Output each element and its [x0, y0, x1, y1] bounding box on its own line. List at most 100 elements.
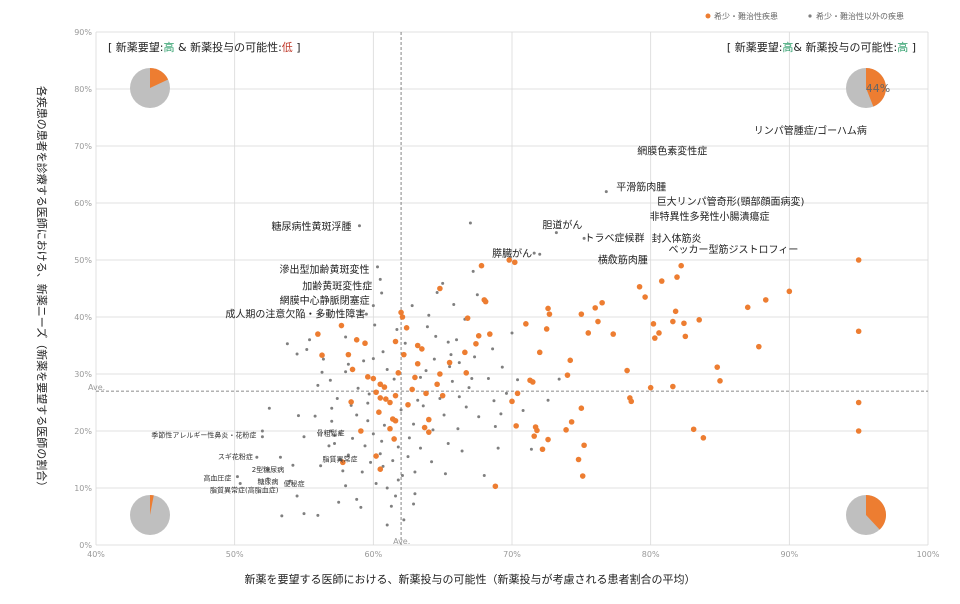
average-lines: Ave. Ave.	[88, 32, 928, 546]
data-point-rare	[391, 436, 397, 442]
data-point-other	[305, 347, 309, 351]
data-point-rare	[714, 364, 721, 370]
data-point-other	[532, 251, 536, 255]
data-point-rare	[389, 416, 396, 422]
data-point-other	[267, 406, 271, 410]
data-point-rare	[437, 371, 443, 377]
data-point-other	[260, 435, 264, 439]
grid-lines	[95, 31, 929, 546]
data-point-other	[278, 455, 282, 459]
data-point-rare	[377, 466, 384, 472]
y-tick-label: 70%	[74, 142, 92, 151]
data-point-other	[285, 342, 289, 346]
x-tick-label: 100%	[917, 550, 940, 559]
point-label: 封入体筋炎	[652, 232, 702, 245]
data-point-other	[255, 455, 259, 459]
data-point-other	[399, 408, 403, 412]
data-point-other	[302, 512, 306, 516]
data-point-rare	[563, 427, 569, 433]
data-point-other	[320, 370, 324, 374]
data-point-rare	[624, 367, 630, 374]
point-label: 巨大リンパ管奇形(頸部顔面病変)	[657, 195, 805, 208]
need-high-text: 高	[782, 40, 793, 54]
data-point-other	[380, 439, 384, 443]
data-point-other	[391, 459, 395, 463]
data-point-rare	[855, 328, 862, 335]
data-point-other	[374, 481, 378, 485]
data-point-rare	[358, 428, 364, 434]
quadrant-title-top-left: [ 新薬要望:高 & 新薬投与の可能性:低 ]	[108, 40, 301, 54]
data-point-rare	[462, 349, 468, 356]
average-label-y: Ave.	[88, 383, 105, 392]
data-point-rare	[398, 309, 404, 316]
data-point-rare	[579, 473, 586, 479]
data-point-rare	[592, 305, 598, 311]
data-point-other	[403, 341, 407, 345]
data-point-other	[327, 444, 331, 448]
data-point-rare	[387, 399, 393, 406]
data-point-other	[321, 357, 325, 361]
data-point-other	[344, 484, 348, 488]
data-point-other	[424, 369, 428, 373]
data-points	[235, 190, 862, 527]
data-point-other	[416, 398, 420, 402]
data-point-rare	[439, 392, 446, 399]
data-point-other	[330, 419, 334, 423]
point-label: 糖尿病性黄斑浮腫	[271, 220, 351, 233]
quadrant-title-top-right: [ 新薬要望:高& 新薬投与の可能性:高 ]	[727, 40, 916, 54]
data-point-other	[385, 486, 389, 490]
data-point-other	[316, 383, 320, 387]
point-label: ベッカー型筋ジストロフィー	[669, 243, 799, 256]
data-point-other	[385, 367, 389, 371]
data-point-other	[280, 514, 284, 518]
x-tick-label: 90%	[780, 550, 798, 559]
data-point-other	[452, 302, 456, 306]
y-tick-label: 0%	[79, 541, 92, 550]
data-point-other	[302, 435, 306, 439]
point-label: 平滑筋肉腫	[616, 181, 666, 194]
data-point-rare	[756, 343, 762, 350]
data-point-other	[266, 477, 270, 481]
data-point-other	[442, 413, 446, 417]
data-point-other	[380, 291, 384, 295]
point-label: 高血圧症	[203, 474, 231, 483]
data-point-rare	[855, 399, 862, 406]
data-point-other	[432, 357, 436, 361]
data-point-rare	[647, 384, 654, 391]
pie-bottom-right	[846, 495, 886, 535]
pie-top-right: 44%	[846, 68, 890, 108]
data-point-rare	[717, 378, 723, 384]
data-point-other	[366, 401, 370, 405]
data-point-rare	[581, 442, 587, 449]
data-point-rare	[636, 283, 643, 290]
data-point-other	[394, 494, 398, 498]
data-point-rare	[650, 321, 657, 327]
data-point-other	[457, 361, 461, 365]
data-point-rare	[674, 274, 680, 280]
data-point-rare	[403, 325, 410, 331]
data-point-rare	[509, 398, 515, 405]
data-point-rare	[786, 288, 793, 295]
data-point-rare	[373, 453, 379, 459]
data-point-rare	[599, 299, 605, 306]
y-tick-label: 80%	[74, 85, 92, 94]
data-point-other	[381, 464, 385, 468]
data-point-rare	[383, 396, 389, 402]
data-point-rare	[595, 318, 601, 325]
data-point-other	[425, 325, 429, 329]
data-point-other	[443, 472, 447, 476]
point-labels: リンパ管腫症/ゴーハム病網膜色素変性症平滑筋肉腫巨大リンパ管奇形(頸部顔面病変)…	[151, 124, 867, 494]
data-point-rare	[670, 383, 676, 390]
data-point-other	[412, 422, 416, 426]
point-label: 糖尿病	[257, 477, 278, 486]
quadrant-pies: 44%	[130, 68, 890, 535]
data-point-other	[604, 190, 608, 194]
data-point-rare	[473, 340, 479, 347]
data-point-other	[554, 231, 558, 235]
data-point-rare	[690, 426, 697, 433]
data-point-other	[427, 313, 431, 317]
data-point-other	[382, 423, 386, 427]
data-point-rare	[696, 317, 702, 323]
data-point-rare	[437, 285, 443, 292]
data-point-rare	[678, 262, 684, 269]
